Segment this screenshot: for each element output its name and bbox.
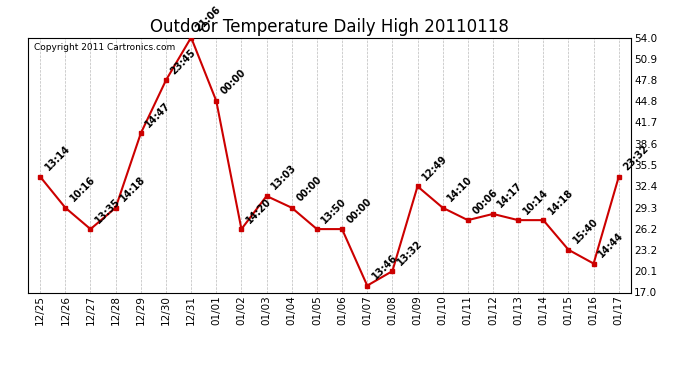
Text: 13:32: 13:32 <box>395 238 424 267</box>
Text: 10:16: 10:16 <box>68 175 97 204</box>
Text: 14:18: 14:18 <box>546 187 575 216</box>
Text: 00:00: 00:00 <box>219 68 248 97</box>
Text: Copyright 2011 Cartronics.com: Copyright 2011 Cartronics.com <box>34 43 175 52</box>
Text: 13:03: 13:03 <box>269 163 298 192</box>
Text: 13:50: 13:50 <box>319 196 348 225</box>
Title: Outdoor Temperature Daily High 20110118: Outdoor Temperature Daily High 20110118 <box>150 18 509 36</box>
Text: 14:17: 14:17 <box>496 181 525 210</box>
Text: 21:06: 21:06 <box>194 4 223 33</box>
Text: 10:14: 10:14 <box>521 187 550 216</box>
Text: 15:40: 15:40 <box>571 217 600 246</box>
Text: 13:35: 13:35 <box>93 196 122 225</box>
Text: 14:18: 14:18 <box>119 174 148 204</box>
Text: 23:45: 23:45 <box>169 47 198 76</box>
Text: 00:06: 00:06 <box>471 187 500 216</box>
Text: 13:14: 13:14 <box>43 144 72 172</box>
Text: 23:32: 23:32 <box>622 144 651 172</box>
Text: 00:00: 00:00 <box>295 175 324 204</box>
Text: 14:10: 14:10 <box>446 175 475 204</box>
Text: 14:47: 14:47 <box>144 100 172 129</box>
Text: 00:00: 00:00 <box>345 196 374 225</box>
Text: 13:46: 13:46 <box>370 252 399 282</box>
Text: 14:20: 14:20 <box>244 196 273 225</box>
Text: 12:49: 12:49 <box>420 153 449 182</box>
Text: 14:44: 14:44 <box>596 230 625 260</box>
